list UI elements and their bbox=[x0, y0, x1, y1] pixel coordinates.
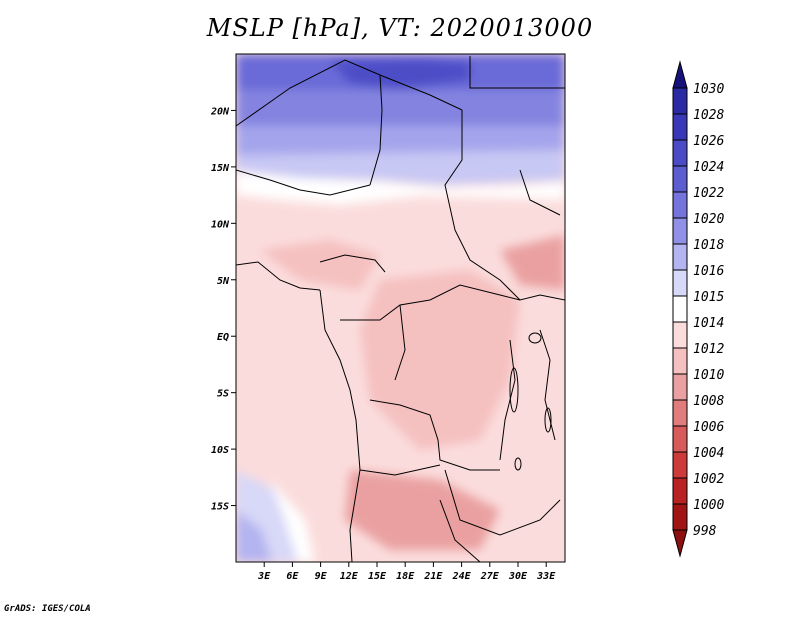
border-zambia bbox=[444, 469, 561, 536]
border-north-2 bbox=[369, 74, 383, 186]
colorbar-level-label: 1000 bbox=[693, 498, 724, 513]
colorbar-level-label: 1002 bbox=[693, 472, 724, 487]
colorbar-level-label: 1010 bbox=[693, 368, 724, 383]
colorbar-level-label: 1004 bbox=[693, 446, 724, 461]
colorbar-level-label: 1006 bbox=[693, 420, 724, 435]
colorbar-level-label: 1016 bbox=[693, 264, 724, 279]
field-band-1016 bbox=[236, 150, 565, 185]
lon-tick-label: 21E bbox=[423, 571, 443, 582]
border-east-sahara bbox=[444, 110, 463, 231]
grads-credit: GrADS: IGES/COLA bbox=[4, 604, 91, 614]
colorbar-swatch bbox=[672, 113, 688, 141]
colorbar-swatch bbox=[672, 217, 688, 245]
colorbar-swatch bbox=[672, 295, 688, 323]
lon-tick-label: 24E bbox=[452, 571, 472, 582]
colorbar-top-arrow bbox=[672, 60, 688, 89]
colorbar-swatch bbox=[672, 139, 688, 167]
colorbar-level-label: 1012 bbox=[693, 342, 724, 357]
colorbar-bottom-arrow bbox=[672, 529, 688, 558]
latitude-axis: 20N 15N 10N 5N EQ 5S 10S 15S bbox=[210, 106, 236, 513]
field-band-1020 bbox=[236, 90, 565, 130]
border-botswana bbox=[439, 499, 481, 562]
lat-tick-label: 10S bbox=[211, 445, 229, 456]
colorbar-level-label: 1020 bbox=[693, 212, 724, 227]
border-sudan bbox=[454, 229, 565, 301]
lat-tick-label: 15S bbox=[211, 502, 229, 513]
lon-tick-label: 18E bbox=[396, 571, 415, 582]
lon-tick-label: 27E bbox=[480, 571, 500, 582]
lon-tick-label: 30E bbox=[508, 571, 528, 582]
border-angola-south bbox=[359, 464, 441, 476]
colorbar-swatch bbox=[672, 347, 688, 375]
map-frame bbox=[235, 53, 566, 563]
field-1016-southwest bbox=[236, 510, 272, 562]
colorbar-swatch bbox=[672, 321, 688, 349]
chart-title: MSLP [hPa], VT: 2020013000 bbox=[206, 14, 594, 42]
border-egypt bbox=[469, 56, 565, 89]
colorbar-swatch bbox=[672, 243, 688, 271]
border-north-1 bbox=[236, 59, 463, 127]
lon-tick-label: 3E bbox=[257, 571, 271, 582]
colorbar-swatch bbox=[672, 477, 688, 505]
border-east-1 bbox=[519, 169, 561, 216]
lat-tick-label: EQ bbox=[217, 332, 229, 343]
colorbar-level-label: 1028 bbox=[693, 108, 724, 123]
field-1014-southwest bbox=[270, 480, 315, 562]
colorbar-level-label: 1030 bbox=[693, 82, 724, 97]
field-1010-west bbox=[260, 240, 380, 290]
lat-tick-label: 5N bbox=[217, 276, 230, 287]
lat-tick-label: 5S bbox=[217, 389, 229, 400]
country-borders bbox=[236, 56, 565, 562]
lake-victoria bbox=[528, 332, 542, 344]
lake-tanganyika bbox=[509, 367, 519, 413]
colorbar-level-label: 1018 bbox=[693, 238, 724, 253]
colorbar-swatch bbox=[672, 269, 688, 297]
colorbar-level-label: 1008 bbox=[693, 394, 724, 409]
colorbar-level-label: 1014 bbox=[693, 316, 724, 331]
lakes bbox=[509, 332, 552, 471]
lat-tick-label: 15N bbox=[211, 163, 230, 174]
lon-tick-label: 33E bbox=[536, 571, 556, 582]
border-drc-rc bbox=[394, 304, 406, 381]
border-sahel bbox=[236, 169, 371, 196]
border-angola-drc bbox=[369, 399, 500, 471]
colorbar-swatch bbox=[672, 425, 688, 453]
coastline-gulf bbox=[236, 261, 321, 291]
lon-tick-label: 6E bbox=[286, 571, 299, 582]
colorbar-swatch bbox=[672, 373, 688, 401]
lake-mweru bbox=[514, 457, 522, 471]
colorbar-swatch bbox=[672, 87, 688, 115]
field-band-1014 bbox=[236, 172, 565, 205]
longitude-axis: 3E 6E 9E 12E 15E 18E 21E 24E 27E 30E 33E bbox=[257, 562, 556, 582]
field-1012-ocean bbox=[236, 290, 345, 480]
border-kenya-tz bbox=[539, 329, 556, 441]
lat-tick-label: 10N bbox=[211, 219, 230, 230]
border-nigeria-cameroon bbox=[319, 254, 386, 273]
coastline-west bbox=[319, 289, 361, 562]
colorbar-swatch bbox=[672, 165, 688, 193]
colorbar: 1030 1028 1026 1024 1022 1020 1018 1016 1015 1014… bbox=[672, 60, 724, 558]
colorbar-swatch bbox=[672, 503, 688, 531]
colorbar-level-label: 1026 bbox=[693, 134, 724, 149]
lake-malawi bbox=[544, 407, 552, 433]
lon-tick-label: 15E bbox=[368, 571, 387, 582]
field-low-east bbox=[500, 235, 565, 290]
field-core-1024 bbox=[330, 58, 470, 90]
colorbar-swatch bbox=[672, 451, 688, 479]
lat-tick-label: 20N bbox=[210, 106, 230, 117]
border-congo-car bbox=[340, 284, 521, 321]
colorbar-level-label: 998 bbox=[693, 524, 717, 539]
colorbar-level-label: 1024 bbox=[693, 160, 724, 175]
colorbar-swatch bbox=[672, 191, 688, 219]
colorbar-swatch bbox=[672, 399, 688, 427]
colorbar-level-label: 1015 bbox=[693, 290, 724, 305]
lon-tick-label: 12E bbox=[340, 571, 359, 582]
colorbar-level-label: 1022 bbox=[693, 186, 724, 201]
lon-tick-label: 9E bbox=[315, 571, 328, 582]
field-low-south bbox=[345, 470, 500, 550]
